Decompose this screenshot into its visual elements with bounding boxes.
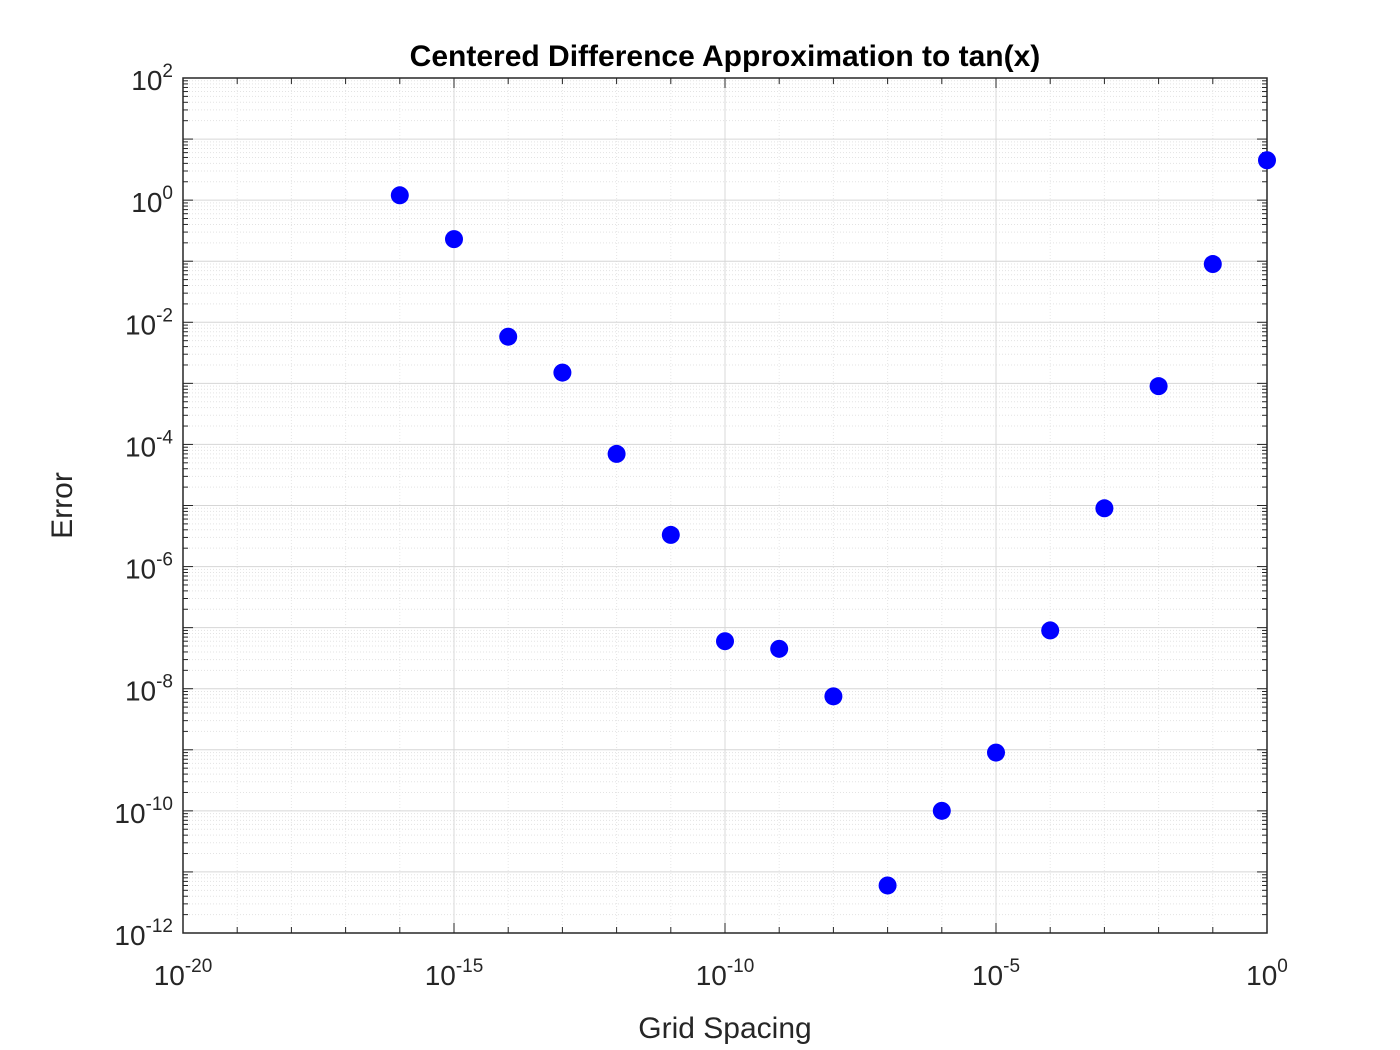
data-point bbox=[607, 444, 626, 463]
data-point bbox=[770, 639, 789, 658]
y-tick-label: 10-10 bbox=[114, 794, 173, 829]
data-point bbox=[445, 230, 463, 249]
data-point bbox=[499, 327, 518, 346]
data-point bbox=[1041, 621, 1060, 640]
data-points bbox=[390, 151, 1276, 895]
x-axis-label: Grid Spacing bbox=[638, 1012, 811, 1045]
minor-grid bbox=[183, 78, 1267, 933]
y-tick-label: 10-4 bbox=[125, 427, 173, 462]
y-axis-label: Error bbox=[46, 472, 79, 539]
data-point bbox=[824, 687, 843, 706]
data-point bbox=[716, 632, 734, 651]
x-tick-label: 100 bbox=[1246, 956, 1288, 991]
data-point bbox=[1095, 499, 1114, 518]
y-tick-label: 10-2 bbox=[125, 305, 173, 340]
data-point bbox=[878, 876, 897, 895]
x-tick-label: 10-15 bbox=[425, 956, 484, 991]
y-tick-label: 10-6 bbox=[125, 550, 173, 585]
y-tick-label: 10-8 bbox=[125, 672, 173, 707]
y-tick-labels: 102 100 10-2 10-4 10-6 10-8 10-10 10-12 bbox=[114, 61, 173, 951]
data-point bbox=[932, 801, 951, 820]
y-tick-label: 100 bbox=[131, 183, 173, 218]
tick-marks bbox=[182, 77, 1268, 934]
data-point bbox=[1149, 377, 1168, 396]
x-tick-label: 10-5 bbox=[972, 956, 1020, 991]
data-point bbox=[390, 186, 409, 205]
data-point bbox=[1258, 151, 1276, 170]
x-tick-label: 10-10 bbox=[696, 956, 755, 991]
x-tick-label: 10-20 bbox=[154, 956, 213, 991]
data-point bbox=[1203, 255, 1222, 274]
data-point bbox=[987, 743, 1005, 762]
y-tick-label: 102 bbox=[131, 61, 173, 96]
data-point bbox=[661, 525, 680, 544]
data-point bbox=[553, 363, 572, 382]
y-tick-label: 10-12 bbox=[114, 916, 173, 951]
chart-title: Centered Difference Approximation to tan… bbox=[410, 40, 1041, 73]
x-tick-labels: 10-20 10-15 10-10 10-5 100 bbox=[154, 956, 1288, 991]
